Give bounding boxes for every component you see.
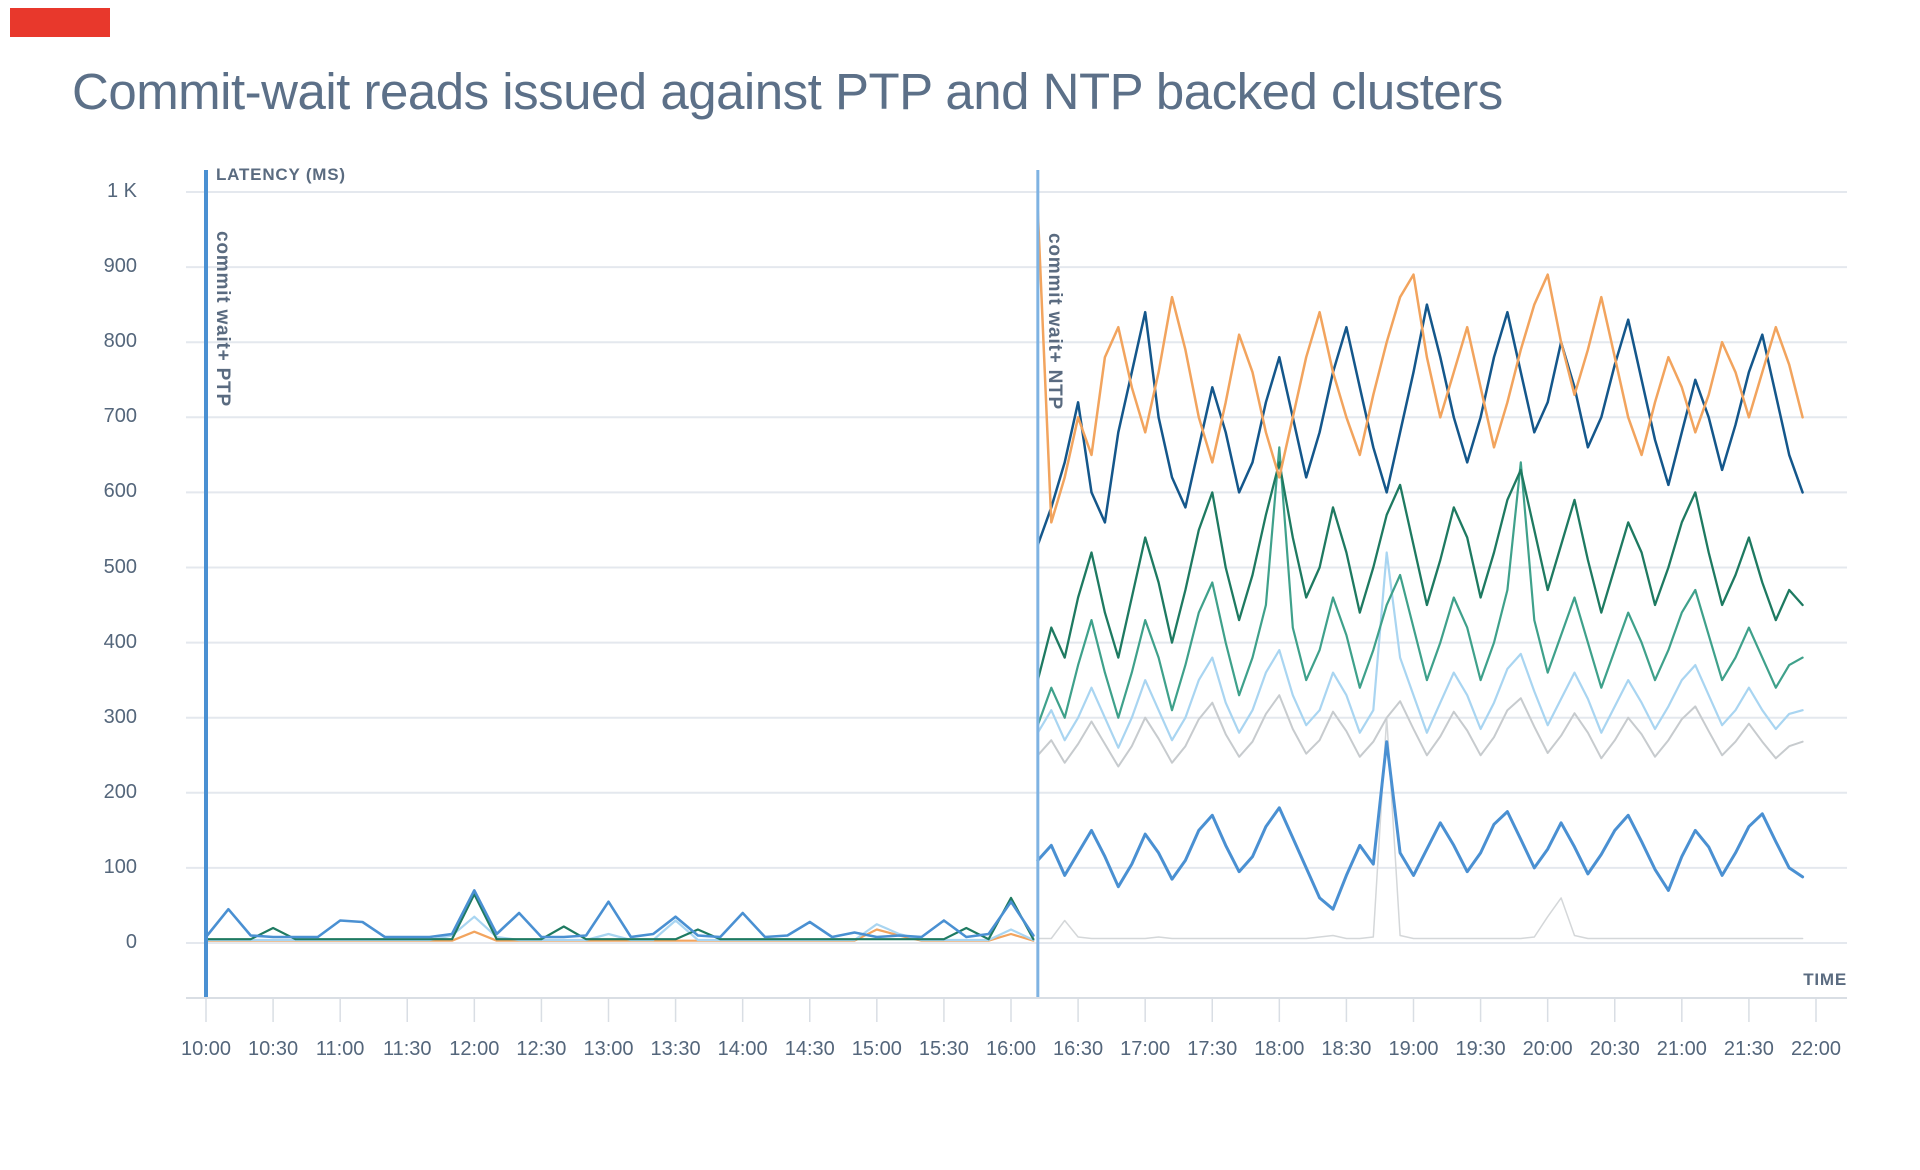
annotation-label-commit-wait-ptp: commit wait+ PTP: [212, 231, 233, 407]
series-ptp-blue: [204, 889, 1035, 939]
y-tick-label: 100: [103, 855, 137, 878]
series-ntp-light-blue: [1036, 551, 1804, 749]
y-tick-label: 700: [103, 405, 137, 428]
x-tick-label: 15:30: [918, 1038, 969, 1060]
x-tick-label: 16:00: [985, 1038, 1037, 1060]
y-tick-label: 0: [125, 931, 137, 953]
y-tick-label: 400: [103, 630, 137, 653]
series-ntp-navy: [1036, 303, 1804, 547]
series-ntp-green-light: [1036, 446, 1804, 727]
x-tick-label: 12:30: [516, 1038, 567, 1060]
x-axis-title: TIME: [1803, 970, 1847, 989]
chart-title: Commit-wait reads issued against PTP and…: [72, 63, 1503, 120]
x-tick-label: 11:00: [315, 1038, 365, 1060]
x-tick-label: 12:00: [449, 1038, 500, 1060]
y-tick-label: 900: [103, 255, 137, 278]
x-tick-label: 14:30: [784, 1038, 835, 1060]
series-ntp-gray: [1036, 694, 1804, 768]
y-tick-label: 600: [103, 480, 137, 503]
x-tick-label: 21:30: [1723, 1038, 1774, 1060]
x-tick-label: 10:30: [248, 1038, 299, 1060]
series-ntp-blue: [1036, 740, 1805, 911]
x-tick-label: 21:00: [1656, 1038, 1707, 1060]
y-tick-label: 800: [103, 330, 137, 353]
x-tick-label: 22:00: [1790, 1038, 1842, 1060]
x-tick-label: 20:30: [1589, 1038, 1640, 1060]
x-tick-label: 20:00: [1522, 1038, 1573, 1060]
x-tick-label: 13:00: [583, 1038, 634, 1060]
x-tick-label: 17:30: [1187, 1038, 1238, 1060]
annotation-label-commit-wait-ntp: commit wait+ NTP: [1044, 233, 1065, 410]
series-ntp-baseline-gray: [1037, 716, 1804, 940]
y-tick-label: 500: [103, 555, 137, 578]
y-tick-label: 1 K: [106, 180, 137, 202]
record-badge: [10, 8, 110, 37]
series-ntp-green-dark: [1036, 461, 1804, 682]
x-tick-label: 19:30: [1455, 1038, 1506, 1060]
x-tick-label: 18:00: [1254, 1038, 1305, 1060]
x-tick-label: 18:30: [1321, 1038, 1372, 1060]
x-tick-label: 14:00: [717, 1038, 768, 1060]
x-tick-label: 11:30: [382, 1038, 432, 1060]
y-axis-title: LATENCY (MS): [216, 165, 346, 184]
x-tick-label: 13:30: [650, 1038, 701, 1060]
x-tick-label: 15:00: [851, 1038, 902, 1060]
x-tick-label: 19:00: [1388, 1038, 1439, 1060]
series-ntp-orange: [1036, 209, 1804, 524]
x-tick-label: 16:30: [1053, 1038, 1104, 1060]
x-tick-label: 17:00: [1120, 1038, 1171, 1060]
y-tick-label: 200: [103, 780, 137, 803]
y-tick-label: 300: [103, 705, 137, 728]
series-ptp-teal: [204, 893, 1035, 941]
x-tick-label: 10:00: [180, 1038, 232, 1060]
